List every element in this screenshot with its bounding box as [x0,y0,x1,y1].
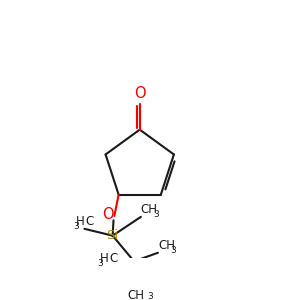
Text: C: C [85,215,94,228]
Text: 3: 3 [153,210,159,219]
Text: 3: 3 [170,246,176,255]
Text: 3: 3 [74,222,79,231]
Text: C: C [109,252,118,265]
Text: 3: 3 [98,259,103,268]
Text: O: O [102,207,113,222]
Text: CH: CH [127,289,144,300]
Text: Si: Si [106,229,119,242]
Text: H: H [76,215,84,228]
Text: O: O [134,86,146,101]
Text: 3: 3 [148,292,154,300]
Text: H: H [100,252,108,265]
Text: CH: CH [158,239,175,252]
Text: CH: CH [141,203,158,216]
